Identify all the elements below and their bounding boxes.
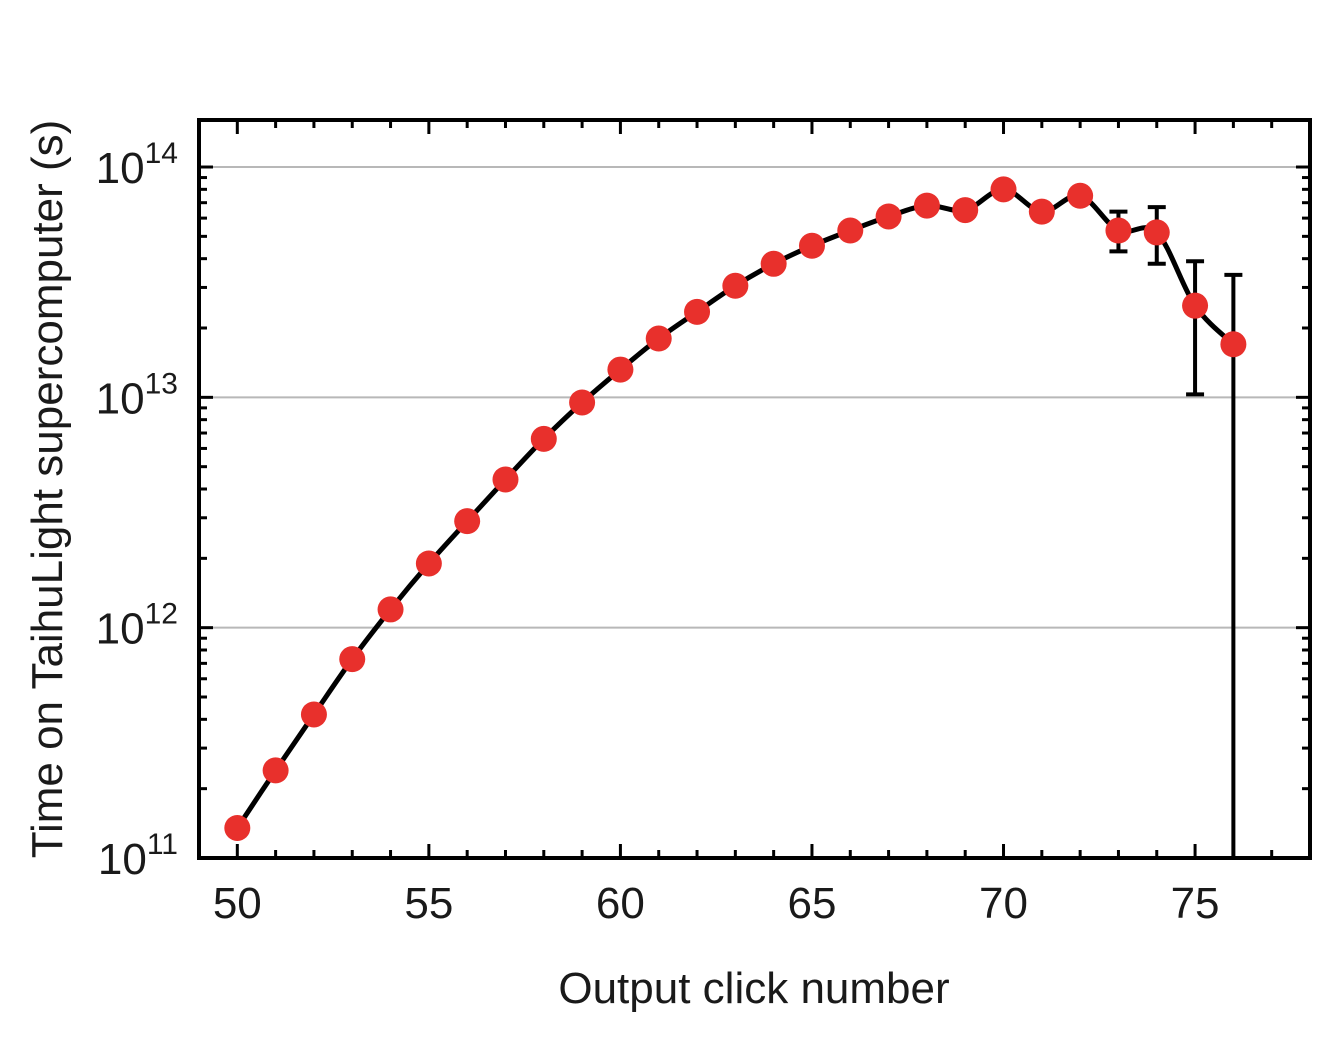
data-point bbox=[262, 757, 289, 784]
data-point bbox=[607, 356, 634, 383]
data-point bbox=[1067, 182, 1094, 209]
data-point bbox=[415, 550, 442, 577]
y-axis-title: Time on TaihuLight supercomputer (s) bbox=[23, 120, 72, 859]
data-point bbox=[377, 596, 404, 623]
x-axis-title: Output click number bbox=[558, 964, 949, 1013]
data-point bbox=[224, 814, 251, 841]
x-tick-labels: 50 55 60 65 70 75 bbox=[213, 879, 1220, 928]
data-point bbox=[300, 701, 327, 728]
plot-frame bbox=[197, 118, 1312, 860]
error-bars bbox=[1109, 205, 1243, 858]
data-point bbox=[913, 192, 940, 219]
data-point bbox=[1028, 198, 1055, 225]
y-tick-label: 1013 bbox=[96, 367, 178, 423]
data-points bbox=[224, 176, 1247, 841]
data-point bbox=[798, 232, 825, 259]
y-tick-label: 1014 bbox=[96, 137, 178, 193]
data-point bbox=[645, 325, 672, 352]
x-tick-label: 50 bbox=[213, 879, 262, 928]
data-point bbox=[722, 272, 749, 299]
data-point bbox=[530, 425, 557, 452]
axis-ticks bbox=[199, 120, 1310, 860]
data-point bbox=[837, 217, 864, 244]
data-point bbox=[684, 298, 711, 325]
x-tick-label: 55 bbox=[404, 879, 453, 928]
data-point bbox=[339, 646, 366, 673]
data-point bbox=[492, 466, 519, 493]
x-tick-label: 75 bbox=[1171, 879, 1220, 928]
data-point bbox=[952, 197, 979, 224]
data-point bbox=[1182, 292, 1209, 319]
grid-lines bbox=[199, 166, 1310, 629]
data-point bbox=[454, 508, 481, 535]
data-point bbox=[1220, 331, 1247, 358]
x-tick-label: 60 bbox=[596, 879, 645, 928]
x-tick-label: 70 bbox=[979, 879, 1028, 928]
y-tick-labels: 1011 1012 1013 1014 bbox=[96, 137, 178, 884]
y-tick-label: 1011 bbox=[98, 828, 178, 884]
y-tick-label: 1012 bbox=[96, 598, 178, 654]
data-point bbox=[1143, 219, 1170, 246]
x-tick-label: 65 bbox=[787, 879, 836, 928]
data-point bbox=[875, 203, 902, 230]
data-point bbox=[569, 389, 596, 416]
data-point bbox=[990, 176, 1017, 203]
data-point bbox=[760, 250, 787, 277]
data-point bbox=[1105, 217, 1132, 244]
